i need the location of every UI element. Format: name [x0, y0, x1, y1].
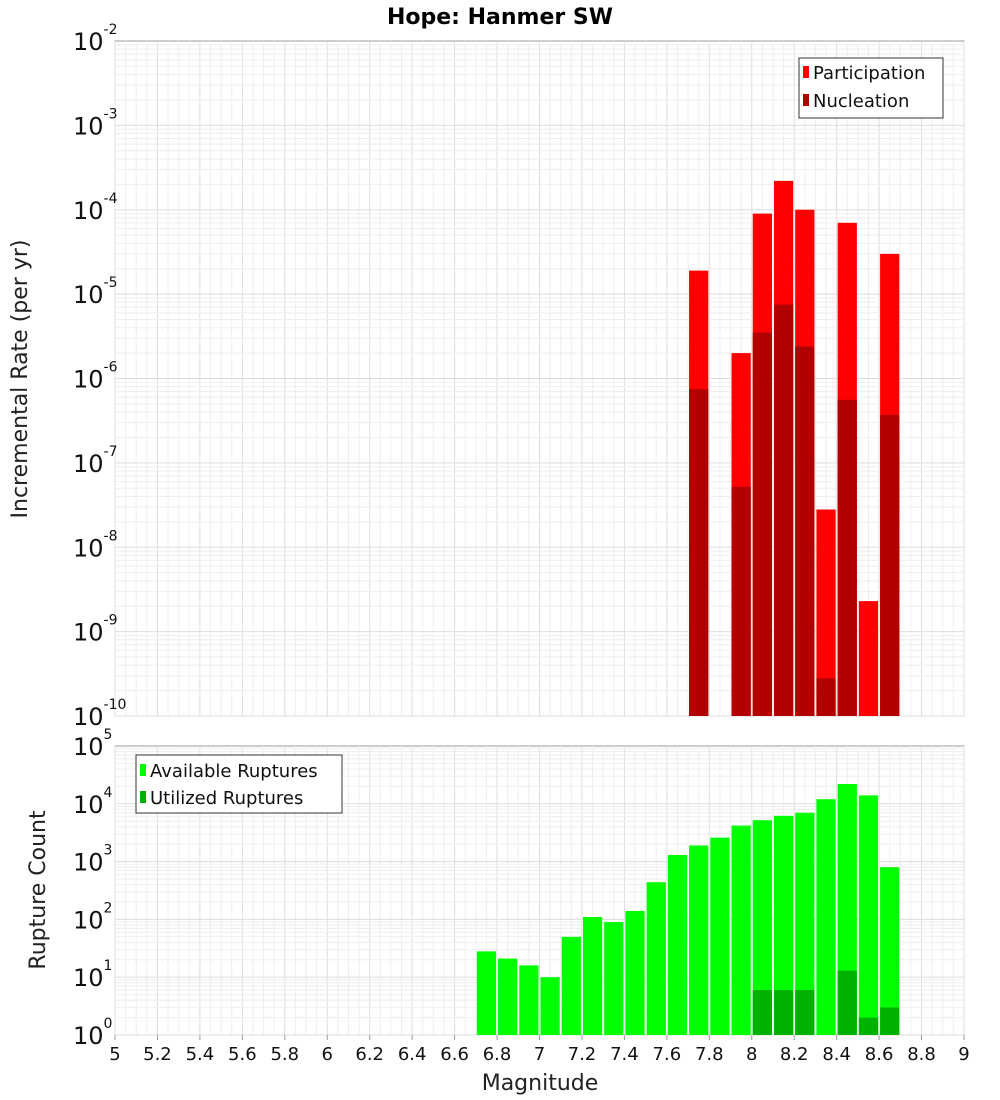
x-tick-label: 6.4: [398, 1044, 427, 1065]
participation-bar: [858, 601, 879, 716]
x-tick-label: 5: [109, 1044, 120, 1065]
top-legend: Participation Nucleation: [798, 57, 944, 119]
x-tick-label: 7: [534, 1044, 545, 1065]
x-tick-label: 8.6: [865, 1044, 894, 1065]
bottom-y-tick-label: 100: [73, 1016, 112, 1050]
available-ruptures-bar: [816, 799, 836, 1035]
bottom-y-tick-label: 104: [73, 785, 113, 819]
available-ruptures-bar: [646, 882, 666, 1035]
legend-available-swatch: [140, 764, 146, 776]
bottom-legend-box: [135, 754, 343, 814]
top-grid: [114, 41, 965, 717]
x-tick-label: 8.8: [907, 1044, 936, 1065]
utilized-ruptures-bar: [795, 990, 815, 1035]
nucleation-bar: [752, 332, 772, 716]
nucleation-bar: [880, 414, 900, 716]
legend-utilized-label: Utilized Ruptures: [150, 788, 303, 809]
x-tick-label: 8.2: [780, 1044, 809, 1065]
chart-title: Hope: Hanmer SW: [387, 5, 613, 30]
utilized-ruptures-bar: [773, 990, 794, 1035]
x-tick-label: 6.2: [355, 1044, 384, 1065]
x-tick-label: 6.8: [483, 1044, 512, 1065]
top-panel: 10-10 10-9 10-8 10-7 10-6 10-5 10-4 10-3 10-2 In…: [8, 22, 965, 731]
x-tick-label: 8: [746, 1044, 757, 1065]
x-tick-label: 5.6: [228, 1044, 257, 1065]
top-y-tick-label: 10-10: [73, 697, 126, 731]
utilized-ruptures-bar: [880, 1007, 900, 1035]
legend-nucleation-label: Nucleation: [813, 91, 909, 112]
x-tick-label: 5.4: [186, 1044, 215, 1065]
top-y-tick-label: 10-2: [73, 22, 118, 56]
bottom-y-axis-label: Rupture Count: [26, 810, 51, 970]
top-y-tick-label: 10-4: [73, 191, 118, 225]
top-y-tick-label: 10-9: [73, 613, 118, 647]
nucleation-bar: [773, 304, 794, 716]
available-ruptures-bar: [795, 812, 815, 1035]
nucleation-bar: [837, 399, 857, 716]
nucleation-bar: [689, 389, 709, 716]
top-legend-box: [798, 57, 944, 119]
available-ruptures-bar: [667, 855, 688, 1035]
top-y-tick-label: 10-8: [73, 528, 118, 562]
x-tick-label: 9: [958, 1044, 969, 1065]
bottom-bars: [476, 784, 900, 1035]
utilized-ruptures-bar: [837, 970, 857, 1035]
available-ruptures-bar: [710, 837, 730, 1035]
available-ruptures-bar: [582, 917, 603, 1035]
available-ruptures-bar: [773, 815, 794, 1035]
bottom-y-tick-label: 103: [73, 843, 112, 877]
top-y-tick-label: 10-3: [73, 106, 118, 140]
x-tick-label: 7.2: [568, 1044, 597, 1065]
available-ruptures-bar: [561, 936, 581, 1035]
bottom-y-tick-label: 102: [73, 900, 112, 934]
x-ticks: 5 5.2 5.4 5.6 5.8 6 6.2 6.4 6.6 6.8 7 7.2 7.4 7.6 7.8 8…: [109, 1035, 970, 1065]
x-tick-label: 5.8: [270, 1044, 299, 1065]
legend-available-label: Available Ruptures: [150, 761, 318, 782]
nucleation-bar: [795, 346, 815, 716]
nucleation-bar: [731, 486, 751, 716]
participation-bar: [816, 509, 836, 716]
bottom-panel: 100 101 102 103 104 105 Rupture Count Availab…: [26, 727, 970, 1096]
x-tick-label: 7.6: [653, 1044, 682, 1065]
x-tick-label: 6: [322, 1044, 333, 1065]
bottom-legend: Available Ruptures Utilized Ruptures: [135, 754, 343, 814]
available-ruptures-bar: [858, 795, 879, 1035]
bottom-y-ticks: 100 101 102 103 104 105: [73, 727, 113, 1050]
available-ruptures-bar: [689, 845, 709, 1035]
x-tick-label: 5.2: [143, 1044, 172, 1065]
legend-participation-swatch: [803, 66, 809, 78]
nucleation-bar: [816, 678, 836, 716]
available-ruptures-bar: [880, 867, 900, 1035]
bottom-y-tick-label: 105: [73, 727, 112, 761]
top-y-axis-label: Incremental Rate (per yr): [8, 240, 33, 519]
top-y-ticks: 10-10 10-9 10-8 10-7 10-6 10-5 10-4 10-3 10-2: [73, 22, 126, 731]
x-axis-label: Magnitude: [482, 1071, 599, 1096]
available-ruptures-bar: [476, 951, 497, 1035]
available-ruptures-bar: [540, 977, 560, 1035]
legend-utilized-swatch: [140, 791, 146, 803]
top-y-tick-label: 10-5: [73, 275, 118, 309]
available-ruptures-bar: [519, 965, 539, 1035]
bottom-y-tick-label: 101: [73, 958, 112, 992]
available-ruptures-bar: [731, 825, 751, 1035]
x-tick-label: 7.4: [610, 1044, 639, 1065]
available-ruptures-bar: [625, 910, 645, 1035]
available-ruptures-bar: [604, 922, 624, 1035]
utilized-ruptures-bar: [858, 1017, 879, 1035]
x-tick-label: 6.6: [440, 1044, 469, 1065]
x-tick-label: 8.4: [822, 1044, 851, 1065]
top-y-tick-label: 10-7: [73, 444, 118, 478]
x-tick-label: 7.8: [695, 1044, 724, 1065]
available-ruptures-bar: [752, 820, 772, 1035]
legend-participation-label: Participation: [813, 63, 925, 84]
available-ruptures-bar: [498, 958, 518, 1035]
utilized-ruptures-bar: [752, 990, 772, 1035]
top-y-tick-label: 10-6: [73, 360, 118, 394]
legend-nucleation-swatch: [803, 94, 809, 106]
top-bars: [689, 180, 900, 717]
